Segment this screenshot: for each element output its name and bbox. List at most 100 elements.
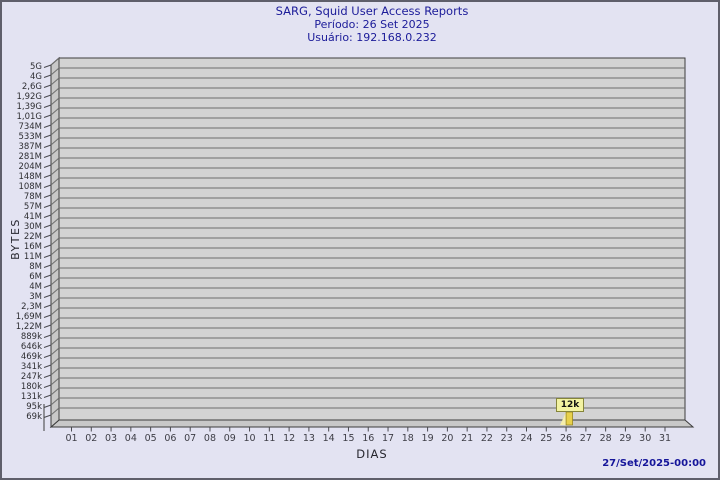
wall-diagonal <box>50 317 60 326</box>
y-tick-label: 16M <box>24 242 42 252</box>
x-tick-label: 23 <box>501 433 513 444</box>
x-tick-label: 10 <box>244 433 256 444</box>
y-tick-label: 57M <box>24 202 42 212</box>
x-tick-label: 13 <box>303 433 315 444</box>
y-tick <box>43 344 52 348</box>
y-tick-label: 180k <box>21 382 42 392</box>
y-tick <box>43 284 52 288</box>
wall-diagonal <box>50 97 60 106</box>
y-tick <box>43 154 52 158</box>
x-tick-label: 21 <box>461 433 473 444</box>
y-tick <box>43 64 52 68</box>
wall-diagonal <box>50 287 60 296</box>
y-tick <box>43 204 52 208</box>
y-tick <box>43 314 52 318</box>
y-tick-label: 533M <box>18 132 42 142</box>
y-tick <box>43 414 52 418</box>
y-tick <box>43 94 52 98</box>
y-tick-label: 889k <box>21 332 42 342</box>
y-tick-label: 2,6G <box>22 82 42 92</box>
wall-diagonal <box>50 197 60 206</box>
y-tick <box>43 174 52 178</box>
x-tick-label: 16 <box>362 433 374 444</box>
y-tick <box>43 354 52 358</box>
wall-diagonal <box>50 67 60 76</box>
x-tick-label: 07 <box>184 433 196 444</box>
x-tick-label: 29 <box>619 433 631 444</box>
y-tick <box>43 244 52 248</box>
wall-diagonal <box>50 217 60 226</box>
y-tick-label: 5G <box>30 62 42 72</box>
x-tick-label: 30 <box>639 433 651 444</box>
x-tick-label: 31 <box>659 433 671 444</box>
y-tick-label: 11M <box>24 252 42 262</box>
x-tick-label: 19 <box>422 433 434 444</box>
y-tick-label: 387M <box>18 142 42 152</box>
y-tick <box>43 254 52 258</box>
bar <box>565 411 573 426</box>
x-tick-label: 20 <box>441 433 453 444</box>
wall-diagonal <box>50 397 60 406</box>
y-tick-label: 204M <box>18 162 42 172</box>
y-tick-label: 69k <box>26 412 42 422</box>
wall-diagonal <box>50 57 60 66</box>
y-tick-label: 4G <box>30 72 42 82</box>
wall-diagonal <box>50 247 60 256</box>
y-tick-label: 131k <box>21 392 42 402</box>
y-tick <box>43 264 52 268</box>
wall-diagonal <box>50 127 60 136</box>
wall-diagonal <box>50 257 60 266</box>
y-tick <box>43 384 52 388</box>
y-tick-label: 646k <box>21 342 42 352</box>
wall-diagonal <box>50 87 60 96</box>
wall-diagonal <box>50 107 60 116</box>
y-tick-label: 341k <box>21 362 42 372</box>
y-tick <box>43 194 52 198</box>
y-tick-label: 734M <box>18 122 42 132</box>
y-tick <box>43 234 52 238</box>
x-tick-label: 03 <box>105 433 117 444</box>
chart-title-block: SARG, Squid User Access Reports Período:… <box>59 5 685 45</box>
x-tick-label: 25 <box>540 433 552 444</box>
y-tick <box>43 374 52 378</box>
bar-3d-side <box>560 412 567 425</box>
wall-diagonal <box>50 387 60 396</box>
wall-diagonal <box>50 137 60 146</box>
y-tick <box>43 124 52 128</box>
y-tick-label: 1,92G <box>16 92 42 102</box>
y-tick-label: 95k <box>26 402 42 412</box>
y-tick <box>43 324 52 328</box>
wall-diagonal <box>50 297 60 306</box>
y-tick <box>43 114 52 118</box>
y-tick <box>43 144 52 148</box>
x-tick-label: 18 <box>402 433 414 444</box>
wall-diagonal <box>50 267 60 276</box>
y-tick-label: 1,39G <box>16 102 42 112</box>
wall-diagonal <box>50 407 60 416</box>
y-tick-label: 247k <box>21 372 42 382</box>
x-tick-label: 11 <box>263 433 275 444</box>
y-tick <box>43 294 52 298</box>
y-tick-label: 108M <box>18 182 42 192</box>
x-tick-label: 24 <box>520 433 532 444</box>
wall-diagonal <box>50 277 60 286</box>
y-tick-label: 41M <box>24 212 42 222</box>
x-tick-label: 08 <box>204 433 216 444</box>
wall-diagonal <box>50 357 60 366</box>
generated-timestamp: 27/Set/2025-00:00 <box>602 458 706 469</box>
x-tick-label: 27 <box>580 433 592 444</box>
wall-diagonal <box>50 177 60 186</box>
y-tick <box>43 404 52 408</box>
wall-diagonal <box>50 307 60 316</box>
y-tick-label: 148M <box>18 172 42 182</box>
y-tick <box>43 84 52 88</box>
wall-diagonal <box>50 347 60 356</box>
y-tick-label: 22M <box>24 232 42 242</box>
wall-diagonal <box>50 367 60 376</box>
x-tick-label: 28 <box>600 433 612 444</box>
y-tick-label: 2,3M <box>21 302 42 312</box>
x-tick-label: 14 <box>323 433 335 444</box>
y-tick <box>43 104 52 108</box>
